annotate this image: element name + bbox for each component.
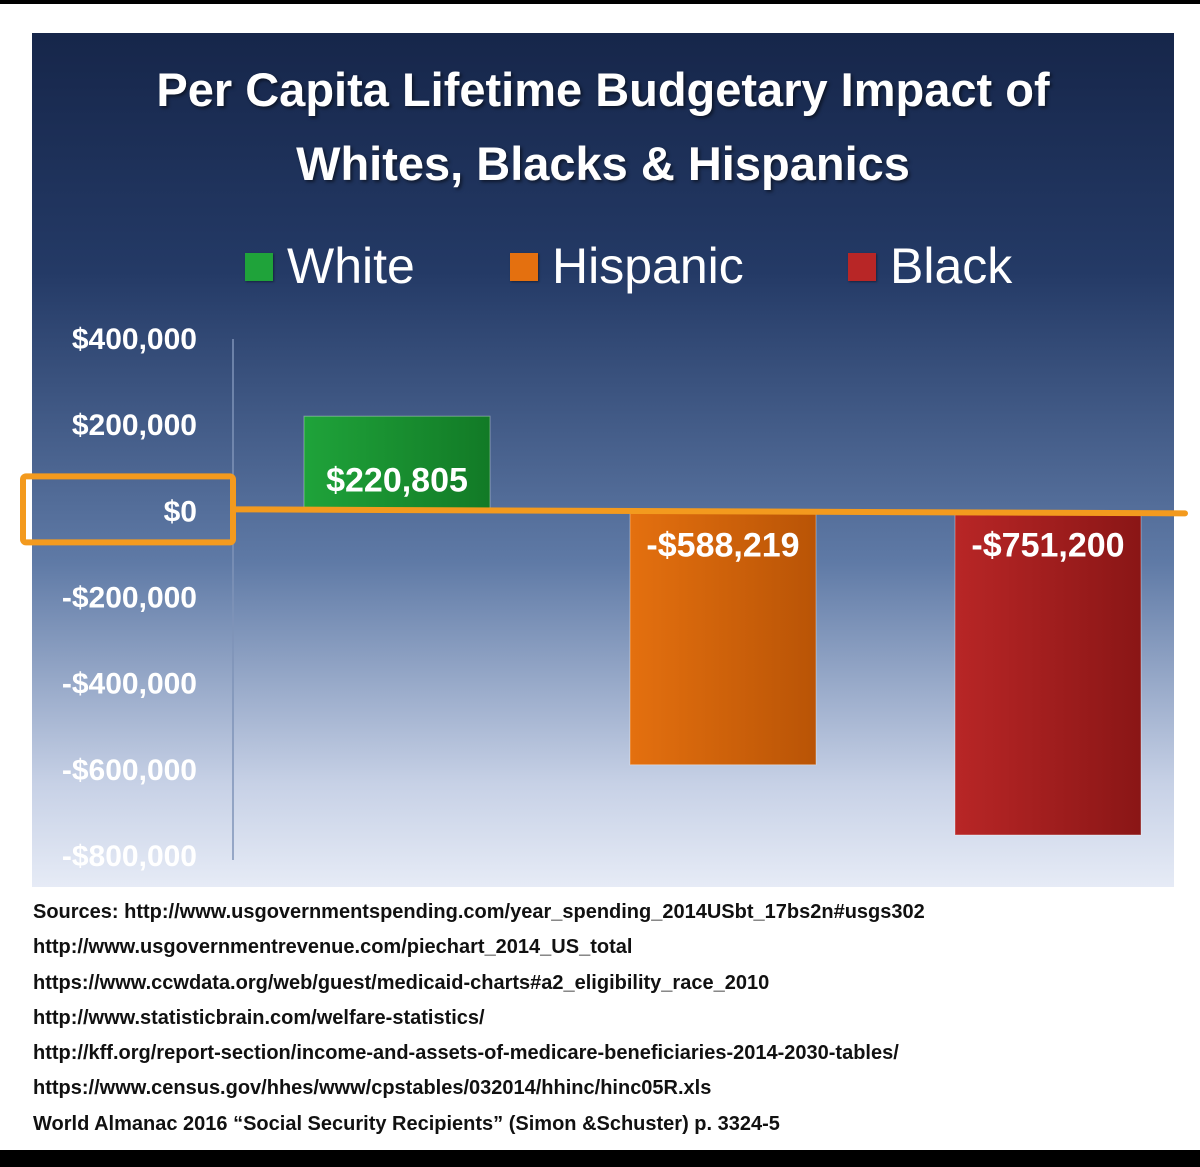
chart-plot: $400,000 $200,000 $0 -$200,000 -$400,000 -$60… <box>20 323 1188 873</box>
data-label-black: -$751,200 <box>971 526 1124 564</box>
bar-black <box>954 510 1142 836</box>
y-tick-label: -$600,000 <box>62 754 197 787</box>
legend-swatch-black <box>848 253 876 281</box>
source-line: World Almanac 2016 “Social Security Reci… <box>33 1112 780 1135</box>
bar-white <box>303 415 491 512</box>
y-tick-label: -$200,000 <box>62 582 197 615</box>
chart-title-line-2: Whites, Blacks & Hispanics <box>296 137 910 190</box>
bottom-border <box>0 1150 1200 1167</box>
y-tick-label: $200,000 <box>72 409 197 442</box>
legend-label-black: Black <box>890 238 1013 294</box>
legend-label-white: White <box>287 238 415 294</box>
legend-swatch-hispanic <box>510 253 538 281</box>
top-border <box>0 0 1200 4</box>
zero-highlight-box <box>20 473 236 546</box>
source-line: http://www.statisticbrain.com/welfare-st… <box>33 1006 485 1029</box>
sources-block: Sources: http://www.usgovernmentspending… <box>33 895 1193 1142</box>
y-tick-label: -$400,000 <box>62 668 197 701</box>
y-tick-label: $400,000 <box>72 323 197 356</box>
source-line: Sources: http://www.usgovernmentspending… <box>33 901 925 923</box>
legend-swatch-white <box>245 253 273 281</box>
source-line: https://www.ccwdata.org/web/guest/medica… <box>33 971 770 994</box>
source-line: https://www.census.gov/hhes/www/cpstable… <box>33 1077 712 1100</box>
bar-hispanic <box>629 510 817 766</box>
legend-label-hispanic: Hispanic <box>552 238 744 294</box>
y-tick-label: -$800,000 <box>62 840 197 873</box>
data-label-hispanic: -$588,219 <box>646 526 799 564</box>
data-label-white: $220,805 <box>326 461 468 499</box>
zero-highlight-line <box>231 506 1188 517</box>
y-tick-label: $0 <box>164 495 197 528</box>
source-line: http://kff.org/report-section/income-and… <box>33 1042 899 1065</box>
chart-title: Per Capita Lifetime Budgetary Impact of … <box>32 53 1174 201</box>
source-line: http://www.usgovernmentrevenue.com/piech… <box>33 936 633 959</box>
chart-title-line-1: Per Capita Lifetime Budgetary Impact of <box>156 63 1050 116</box>
